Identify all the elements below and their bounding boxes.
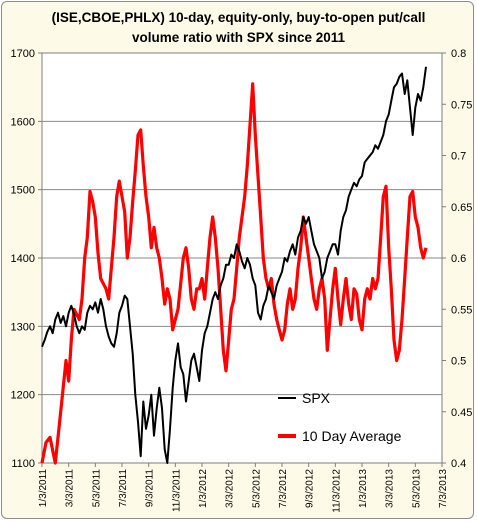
x-axis: 1/3/2011 3/3/2011 5/3/2011 7/3/2011 9/3/2011… (38, 463, 449, 513)
series-line-spx (41, 66, 427, 464)
chart-title-line-1: (ISE,CBOE,PHLX) 10-day, equity-only, buy… (51, 10, 426, 25)
x-tick-label: 3/3/2011 (65, 469, 76, 508)
left-tick-label: 1400 (11, 253, 35, 265)
x-tick-label: 5/3/2011 (91, 469, 102, 508)
x-tick-label: 7/3/2011 (118, 469, 129, 508)
right-tick-label: 0.65 (451, 202, 472, 214)
x-tick-label: 3/3/2013 (385, 469, 396, 508)
legend: SPX 10 Day Average (278, 390, 402, 444)
x-tick-label: 11/3/2011 (171, 469, 182, 512)
left-tick-label: 1600 (11, 116, 35, 128)
x-tick-label: 3/3/2012 (225, 469, 236, 508)
series-line-10-day-average (40, 82, 428, 465)
left-axis: 1100 1200 1300 1400 1500 1600 1700 (11, 48, 42, 470)
legend-label-spx: SPX (302, 390, 331, 406)
left-tick-label: 1100 (11, 458, 35, 470)
right-axis: 0.4 0.45 0.5 0.55 0.6 0.65 0.7 0.75 0.8 (442, 48, 472, 470)
series-lines (40, 66, 428, 465)
left-tick-label: 1700 (11, 48, 35, 60)
right-tick-label: 0.7 (451, 151, 466, 163)
left-tick-label: 1500 (11, 185, 35, 197)
legend-label-10-day-average: 10 Day Average (302, 428, 402, 444)
chart-title: (ISE,CBOE,PHLX) 10-day, equity-only, buy… (2, 8, 473, 48)
x-tick-label: 1/3/2012 (198, 469, 209, 508)
left-tick-label: 1200 (11, 390, 35, 402)
x-tick-label: 7/3/2012 (278, 469, 289, 508)
x-tick-label: 11/3/2012 (331, 469, 342, 513)
x-tick-label: 7/3/2013 (438, 469, 449, 508)
x-tick-label: 1/3/2011 (38, 469, 49, 508)
x-tick-label: 9/3/2011 (145, 469, 156, 508)
right-tick-label: 0.45 (451, 407, 472, 419)
x-tick-label: 1/3/2013 (358, 469, 369, 508)
chart-title-line-2: volume ratio with SPX since 2011 (131, 30, 346, 45)
right-tick-label: 0.4 (451, 458, 466, 470)
x-tick-label: 5/3/2013 (411, 469, 422, 508)
right-tick-label: 0.75 (451, 99, 472, 111)
right-tick-label: 0.55 (451, 304, 472, 316)
left-tick-label: 1300 (11, 321, 35, 333)
right-tick-label: 0.5 (451, 356, 466, 368)
right-tick-label: 0.6 (451, 253, 466, 265)
x-tick-label: 5/3/2012 (251, 469, 262, 508)
x-tick-label: 9/3/2012 (305, 469, 316, 508)
right-tick-label: 0.8 (451, 48, 466, 60)
